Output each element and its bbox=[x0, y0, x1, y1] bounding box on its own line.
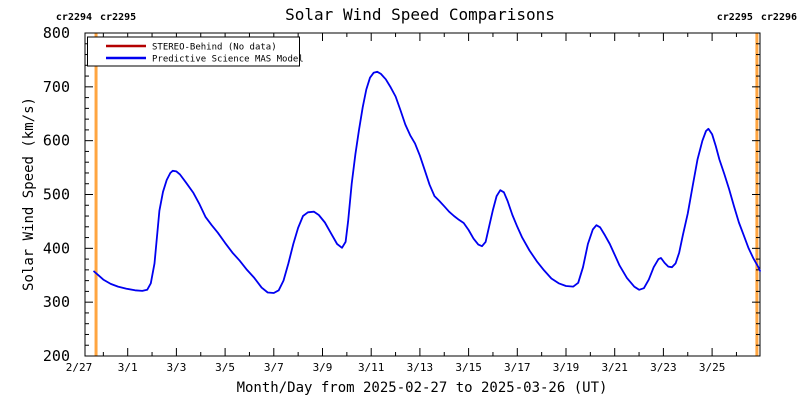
y-tick-label: 700 bbox=[43, 78, 70, 96]
legend: STEREO-Behind (No data) Predictive Scien… bbox=[87, 36, 304, 67]
x-tick-label: 3/11 bbox=[358, 361, 385, 374]
legend-label-mas: Predictive Science MAS Model bbox=[152, 55, 304, 65]
y-tick-label: 800 bbox=[43, 24, 70, 42]
x-tick-label: 3/9 bbox=[313, 361, 333, 374]
axis-ticks bbox=[85, 33, 760, 356]
y-tick-label: 300 bbox=[43, 293, 70, 311]
y-tick-label: 500 bbox=[43, 186, 70, 204]
cr-label-left: cr2295 bbox=[717, 12, 753, 23]
x-tick-label: 3/15 bbox=[455, 361, 482, 374]
x-tick-label: 3/21 bbox=[601, 361, 628, 374]
x-tick-label: 3/13 bbox=[407, 361, 434, 374]
cr-label-left: cr2294 bbox=[56, 12, 92, 23]
mas-model-curve bbox=[93, 70, 761, 294]
x-tick-label: 3/1 bbox=[118, 361, 138, 374]
y-tick-label: 600 bbox=[43, 132, 70, 150]
x-tick-label: 3/25 bbox=[699, 361, 726, 374]
cr-label-right: cr2296 bbox=[761, 12, 797, 23]
x-tick-label: 3/3 bbox=[166, 361, 186, 374]
x-tick-label: 3/7 bbox=[264, 361, 284, 374]
plot-frame bbox=[84, 32, 761, 357]
x-tick-label: 3/17 bbox=[504, 361, 531, 374]
x-axis-label: Month/Day from 2025-02-27 to 2025-03-26 … bbox=[237, 380, 608, 396]
legend-label-stereo: STEREO-Behind (No data) bbox=[152, 43, 277, 53]
x-tick-label: 3/23 bbox=[650, 361, 677, 374]
y-tick-label: 400 bbox=[43, 239, 70, 257]
x-axis-tick-labels: 2/27 3/1 3/3 3/5 3/7 3/9 3/11 3/13 3/15 3/17 3/19 3… bbox=[66, 361, 726, 374]
y-axis-label: Solar Wind Speed (km/s) bbox=[21, 97, 37, 291]
chart-title: Solar Wind Speed Comparisons bbox=[285, 5, 555, 24]
y-tick-label: 200 bbox=[43, 347, 70, 365]
x-tick-label: 3/19 bbox=[553, 361, 580, 374]
cr-label-right: cr2295 bbox=[100, 12, 136, 23]
y-axis-tick-labels: 200 300 400 500 600 700 800 bbox=[43, 24, 70, 365]
x-tick-label: 2/27 bbox=[66, 361, 93, 374]
x-tick-label: 3/5 bbox=[215, 361, 235, 374]
legend-box bbox=[87, 36, 300, 67]
carrington-rotation-labels: cr2294 cr2295 cr2295 cr2296 bbox=[56, 12, 797, 23]
